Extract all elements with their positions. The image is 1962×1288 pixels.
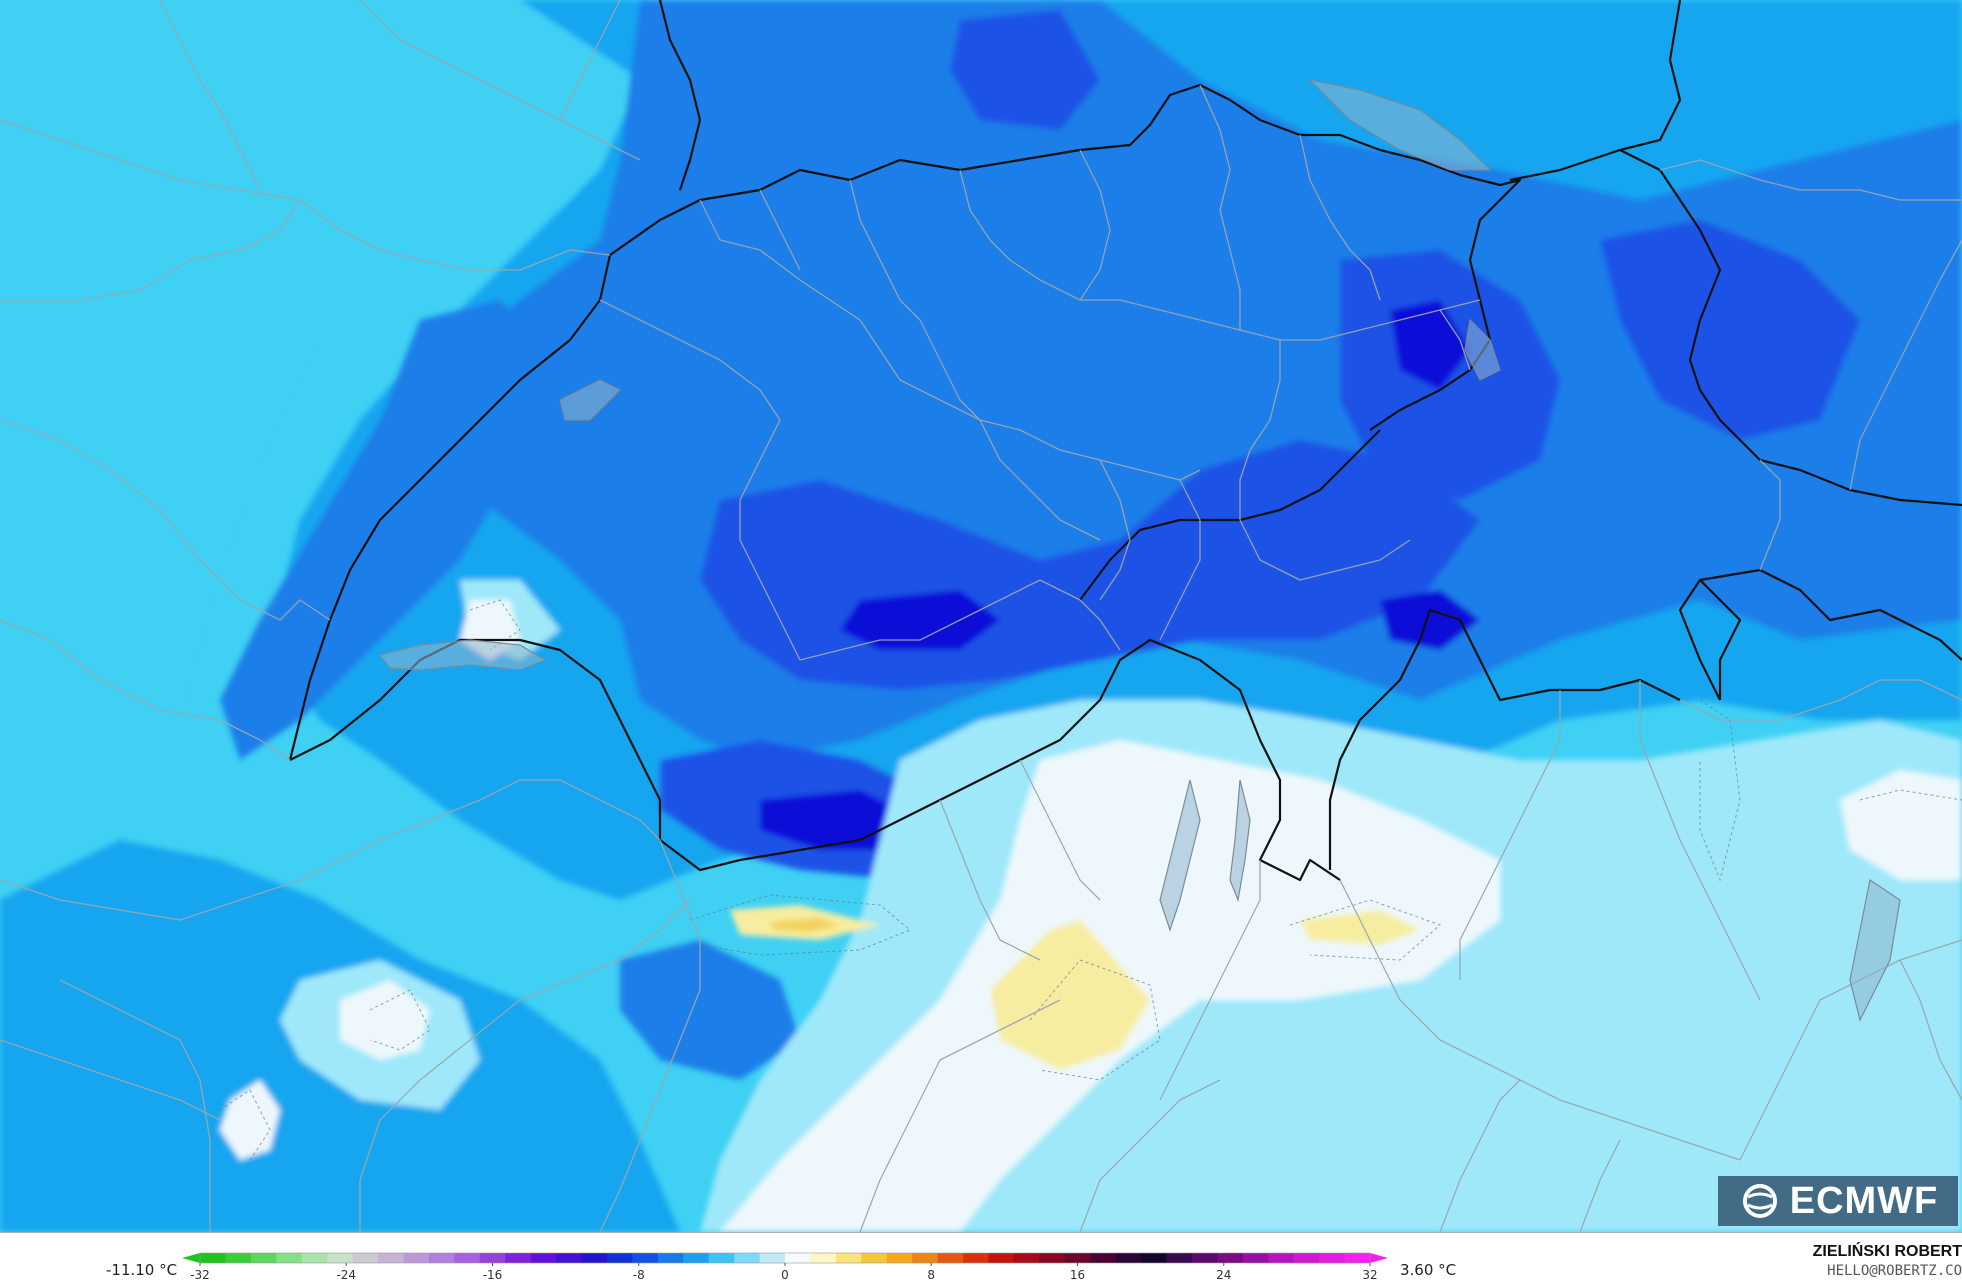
lake-garda [1849, 879, 1901, 1022]
color-scale-segment [530, 1253, 557, 1263]
lake-geneva [378, 639, 547, 671]
color-scale-segment [1242, 1253, 1269, 1263]
lakes [378, 79, 1901, 1022]
color-scale-segment [352, 1253, 379, 1263]
color-scale-segment [301, 1253, 328, 1263]
color-scale-segment [810, 1253, 837, 1263]
contour-east-near-white [1840, 770, 1962, 880]
regional-borders [0, 0, 1962, 1232]
contour-southwest-near-white [340, 980, 430, 1060]
color-scale-segment [1344, 1253, 1371, 1263]
contour-warm-core [770, 918, 840, 932]
color-scale-min-arrow [182, 1253, 200, 1263]
color-scale-segment [1319, 1253, 1346, 1263]
color-scale-segment [937, 1253, 964, 1263]
contour-west-light [0, 0, 640, 880]
lake-zurich [1464, 318, 1501, 381]
lake-como [1229, 779, 1251, 903]
color-scale-segment [861, 1253, 888, 1263]
color-scale-segment [200, 1253, 227, 1263]
contour-darkest-central [840, 590, 1000, 650]
legend-min-label: -11.10 °C [106, 1261, 178, 1279]
color-scale-segment [505, 1253, 532, 1263]
color-scale-segment [250, 1253, 277, 1263]
color-scale-segment [886, 1253, 913, 1263]
color-scale-segment [1141, 1253, 1168, 1263]
color-scale-tick-label: 0 [781, 1268, 789, 1282]
temperature-map: ECMWF [0, 0, 1962, 1232]
color-scale-segment [1064, 1253, 1091, 1263]
map-canvas [0, 0, 1962, 1232]
color-scale-segment [606, 1253, 633, 1263]
color-scale-segment [1115, 1253, 1142, 1263]
color-scale-segment [1217, 1253, 1244, 1263]
color-scale-segment [1191, 1253, 1218, 1263]
ecmwf-logo-icon [1742, 1184, 1777, 1218]
color-scale-segment [988, 1253, 1015, 1263]
color-scale-segment [479, 1253, 506, 1263]
lake-neuchatel [559, 379, 622, 421]
color-scale-segment [1039, 1253, 1066, 1263]
color-scale-segment [1013, 1253, 1040, 1263]
contour-darkest-south [760, 790, 920, 850]
lake-maggiore [1159, 779, 1201, 932]
color-scale-segment [225, 1253, 252, 1263]
contour-northwest-ridge [590, 240, 760, 340]
color-scale-segment [785, 1253, 812, 1263]
color-scale-segment [428, 1253, 455, 1263]
color-scale-segment [683, 1253, 710, 1263]
color-scale-tick-label: 32 [1362, 1268, 1377, 1282]
color-scale-segment [708, 1253, 735, 1263]
color-scale-segment [1166, 1253, 1193, 1263]
contour-core-top [950, 10, 1100, 130]
ecmwf-logo: ECMWF [1718, 1176, 1958, 1226]
color-scale-max-arrow [1370, 1253, 1388, 1263]
contour-west-ridge [220, 300, 560, 760]
ecmwf-logo-text: ECMWF [1789, 1179, 1939, 1222]
contour-warm-south [990, 920, 1150, 1070]
color-scale-segment [632, 1253, 659, 1263]
author-email: HELLO@ROBERTZ.CO [1827, 1263, 1962, 1279]
color-scale-segment [734, 1253, 761, 1263]
color-scale-tick-label: -32 [190, 1268, 210, 1282]
contour-core-east [1600, 220, 1860, 440]
color-scale-segment [556, 1253, 583, 1263]
color-scale-segment [912, 1253, 939, 1263]
color-scale-segment [1293, 1253, 1320, 1263]
color-scale-segment [378, 1253, 405, 1263]
color-scale-segment [403, 1253, 430, 1263]
color-scale-tick-label: 24 [1216, 1268, 1231, 1282]
color-scale-segment [657, 1253, 684, 1263]
color-scale-segment [759, 1253, 786, 1263]
color-scale-segment [581, 1253, 608, 1263]
legend-max-label: 3.60 °C [1400, 1261, 1457, 1279]
contour-warm-east [1300, 910, 1420, 945]
color-scale: -32 -24 -16 -8 0 8 16 24 32 [182, 1252, 1388, 1282]
color-scale-segment [276, 1253, 303, 1263]
lake-constance [1308, 79, 1492, 171]
contour-darkest-northeast [1390, 300, 1470, 390]
color-scale-tick-label: -16 [483, 1268, 503, 1282]
color-scale-tick-label: -8 [633, 1268, 645, 1282]
color-scale-segment [454, 1253, 481, 1263]
color-scale-tick-label: 8 [927, 1268, 935, 1282]
color-scale-segment [1268, 1253, 1295, 1263]
temperature-contours [0, 0, 1962, 1232]
color-scale-tick-label: 16 [1070, 1268, 1085, 1282]
legend-footer: -11.10 °C -32 -24 -16 -8 0 8 16 24 32 3.60 °C ZI… [0, 1232, 1962, 1288]
color-scale-segment [835, 1253, 862, 1263]
author-name: ZIELIŃSKI ROBERT [1812, 1243, 1962, 1260]
color-scale-tick-label: -24 [336, 1268, 356, 1282]
contour-darkest-east [1380, 590, 1480, 650]
color-scale-segment [1090, 1253, 1117, 1263]
color-scale-segment [963, 1253, 990, 1263]
contour-core-lower [620, 940, 800, 1080]
color-scale-segment [327, 1253, 354, 1263]
